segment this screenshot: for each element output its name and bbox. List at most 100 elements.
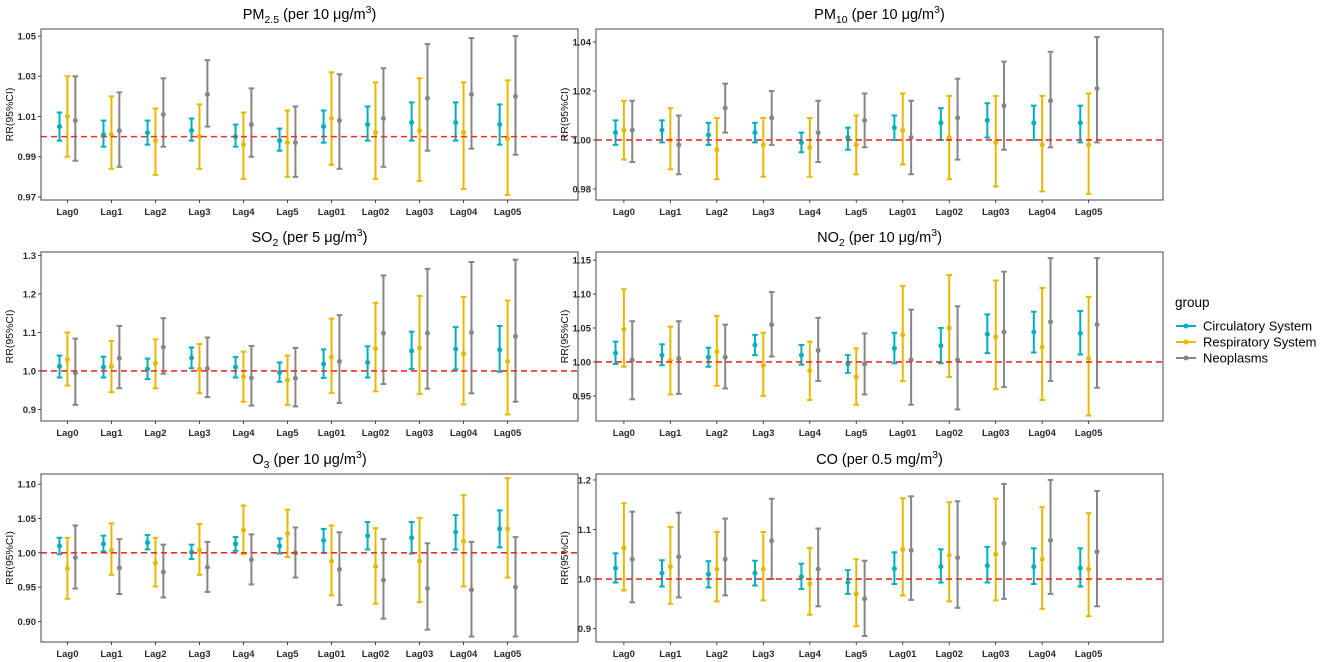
title-subscript: 2.5 xyxy=(264,14,279,26)
co-respiratory-lag05-estimate-point xyxy=(1086,566,1092,572)
o3-respiratory-lag5-estimate-point xyxy=(284,531,290,537)
co-respiratory-lag3-estimate-point xyxy=(760,566,766,572)
x-tick-label: Lag04 xyxy=(1028,207,1056,218)
o3-neoplasms-lag4-estimate-point xyxy=(248,557,254,563)
no2-respiratory-lag01-estimate-point xyxy=(900,332,906,338)
title-close: ) xyxy=(362,452,367,468)
so2-neoplasms-lag05-estimate-point xyxy=(512,333,518,339)
pm10-circulatory-lag05-estimate-point xyxy=(1077,120,1083,126)
pm10-respiratory-lag02-estimate-point xyxy=(946,135,952,141)
o3-neoplasms-lag1-estimate-point xyxy=(116,565,122,571)
title-pollutant: O xyxy=(252,452,263,468)
pm25-respiratory-lag0-estimate-point xyxy=(64,114,70,120)
title-pollutant: PM xyxy=(814,7,836,23)
y-tick-label: 0.98 xyxy=(573,184,592,195)
x-tick-label: Lag02 xyxy=(935,428,962,439)
co-circulatory-lag05-estimate-point xyxy=(1077,565,1083,571)
y-tick-label: 1.10 xyxy=(573,289,592,300)
so2-respiratory-lag4-estimate-point xyxy=(240,374,246,380)
x-tick-label: Lag03 xyxy=(406,428,433,439)
pm10-neoplasms-lag03-estimate-point xyxy=(1001,103,1007,109)
so2-circulatory-lag3-estimate-point xyxy=(189,355,195,361)
x-tick-label: Lag3 xyxy=(188,649,210,660)
pm10-respiratory-lag5-estimate-point xyxy=(853,142,859,148)
no2-neoplasms-lag3-estimate-point xyxy=(769,322,775,328)
y-tick-label: 1.05 xyxy=(18,31,37,42)
o3-circulatory-lag5-estimate-point xyxy=(277,543,283,549)
x-tick-label: Lag04 xyxy=(450,207,478,218)
plot-area xyxy=(41,252,578,421)
pm10-neoplasms-lag5-estimate-point xyxy=(862,117,868,123)
title-subscript: 2 xyxy=(272,237,278,249)
x-tick-label: Lag01 xyxy=(889,649,917,660)
co-circulatory-lag4-estimate-point xyxy=(798,574,804,580)
pm25-neoplasms-lag2-estimate-point xyxy=(160,112,166,117)
title-unit: (per 0.5 mg/m xyxy=(838,452,932,468)
y-tick-label: 1.00 xyxy=(573,357,592,368)
no2-neoplasms-lag4-estimate-point xyxy=(815,347,821,353)
x-tick-label: Lag04 xyxy=(450,649,478,660)
panel-border xyxy=(595,28,1164,201)
no2-respiratory-lag03-estimate-point xyxy=(993,334,999,340)
x-tick-label: Lag05 xyxy=(1075,207,1103,218)
y-tick-label: 0.90 xyxy=(18,617,37,628)
no2-circulatory-lag0-estimate-point xyxy=(613,350,619,356)
pm25-neoplasms-lag04-estimate-point xyxy=(468,91,474,97)
x-tick-label: Lag5 xyxy=(845,207,868,218)
x-tick-label: Lag3 xyxy=(188,428,210,439)
co-neoplasms-lag4-estimate-point xyxy=(815,566,821,572)
o3-respiratory-lag1-estimate-point xyxy=(108,547,114,553)
no2-respiratory-lag4-estimate-point xyxy=(807,368,813,374)
pm25-respiratory-lag04-estimate-point xyxy=(461,130,467,136)
y-tick-label: 0.9 xyxy=(578,624,591,635)
no2-circulatory-lag4-estimate-point xyxy=(798,352,804,358)
legend-label: Respiratory System xyxy=(1203,335,1316,350)
pm10-neoplasms-lag0-estimate-point xyxy=(629,127,635,133)
pm10-respiratory-lag2-estimate-point xyxy=(714,147,720,153)
x-tick-label: Lag01 xyxy=(889,207,917,218)
pm25-neoplasms-lag0-estimate-point xyxy=(72,118,78,124)
no2-neoplasms-lag2-estimate-point xyxy=(722,354,728,360)
co-circulatory-lag04-estimate-point xyxy=(1031,564,1037,570)
y-tick-label: 1.00 xyxy=(18,548,37,559)
o3-circulatory-lag4-estimate-point xyxy=(233,541,239,547)
pm10-circulatory-lag5-estimate-point xyxy=(845,135,851,141)
panel-border xyxy=(40,473,579,643)
pm25-respiratory-lag4-estimate-point xyxy=(240,142,246,148)
o3-neoplasms-lag0-estimate-point xyxy=(72,555,78,561)
no2-neoplasms-lag03-estimate-point xyxy=(1001,329,1007,335)
so2-respiratory-lag05-estimate-point xyxy=(505,358,511,364)
x-tick-label: Lag2 xyxy=(144,428,166,439)
so2-respiratory-lag2-estimate-point xyxy=(152,360,158,366)
x-tick-label: Lag04 xyxy=(450,428,478,439)
y-tick-label: 1.01 xyxy=(18,112,37,123)
so2-neoplasms-lag03-estimate-point xyxy=(424,330,430,336)
co-circulatory-lag1-estimate-point xyxy=(659,570,665,576)
panel-title: NO2 (per 10 μg/m3) xyxy=(817,227,942,249)
so2-neoplasms-lag5-estimate-point xyxy=(292,375,298,381)
pm25-circulatory-lag02-estimate-point xyxy=(365,122,371,128)
title-subscript: 3 xyxy=(264,459,270,471)
so2-respiratory-lag5-estimate-point xyxy=(284,377,290,383)
co-circulatory-lag02-estimate-point xyxy=(938,564,944,570)
no2-circulatory-lag3-estimate-point xyxy=(752,342,758,348)
y-tick-label: 1.0 xyxy=(23,366,36,377)
x-tick-label: Lag4 xyxy=(799,428,822,439)
x-tick-label: Lag05 xyxy=(494,428,522,439)
co-respiratory-lag2-estimate-point xyxy=(714,566,720,572)
y-tick-label: 1.05 xyxy=(18,514,37,525)
no2-respiratory-lag04-estimate-point xyxy=(1039,344,1045,350)
y-tick-label: 1.10 xyxy=(18,480,37,491)
no2-respiratory-lag5-estimate-point xyxy=(853,374,859,380)
y-tick-label: 1.2 xyxy=(23,289,36,300)
pm10-circulatory-lag2-estimate-point xyxy=(705,132,711,138)
legend-label: Circulatory System xyxy=(1203,319,1312,334)
no2-circulatory-lag2-estimate-point xyxy=(705,354,711,360)
pm10-neoplasms-lag4-estimate-point xyxy=(815,130,821,136)
x-tick-label: Lag05 xyxy=(1075,649,1103,660)
co-respiratory-lag01-estimate-point xyxy=(900,546,906,552)
pm25-neoplasms-lag4-estimate-point xyxy=(248,122,254,128)
no2-respiratory-lag0-estimate-point xyxy=(621,326,627,332)
